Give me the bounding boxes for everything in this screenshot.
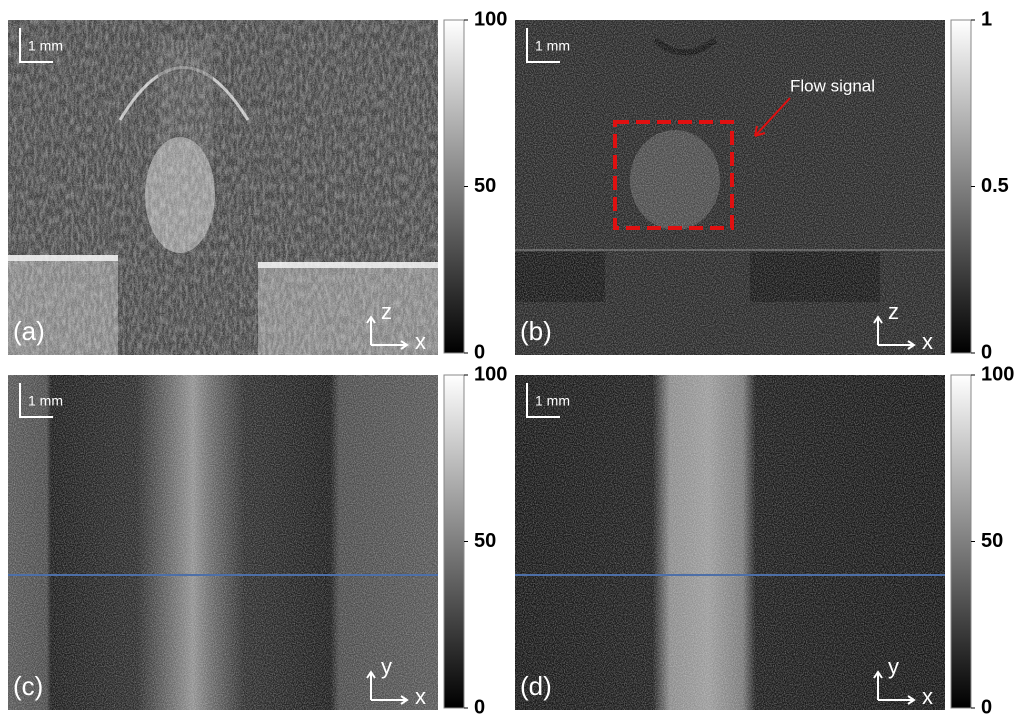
- panel: 1 mm (b) zx 0 0.5 1: [515, 8, 1009, 363]
- panel: 1 mm (c) yx 0 50 100: [8, 363, 507, 715]
- colorbar-tick-label: 50: [981, 530, 1003, 552]
- colorbar-tick-label: 0.5: [981, 175, 1009, 197]
- colorbar: [443, 19, 465, 354]
- scale-bar-label: 1 mm: [535, 38, 570, 54]
- colorbar-tick-label: 0: [474, 696, 485, 715]
- axis-label-vertical: y: [888, 654, 899, 679]
- scale-bar-label: 1 mm: [28, 393, 63, 409]
- axis-arrows: [873, 670, 916, 705]
- speckle: [8, 375, 438, 710]
- panel: 1 mm (d) yx 0 50 100: [515, 363, 1014, 715]
- colorbar-tick-label: 100: [474, 8, 507, 30]
- panel-label: (d): [520, 671, 552, 701]
- colorbar-tick-label: 1: [981, 8, 992, 30]
- panel-label: (a): [13, 316, 45, 346]
- panel-label: (b): [520, 316, 552, 346]
- axis-label-horizontal: x: [922, 684, 933, 709]
- axis-label-vertical: z: [888, 299, 899, 324]
- axis-label-vertical: y: [381, 654, 392, 679]
- flow-box: [613, 120, 734, 230]
- scale-bar: [526, 383, 560, 418]
- speckle: [515, 20, 945, 355]
- panel-label: (c): [13, 671, 43, 701]
- axis-label-horizontal: x: [922, 329, 933, 354]
- axis-arrows: [873, 315, 916, 350]
- colorbar-tick-label: 0: [981, 696, 992, 715]
- flow-annotation: Flow signal: [790, 76, 875, 95]
- colorbar-tick-label: 50: [474, 175, 496, 197]
- axis-arrows: [366, 670, 409, 705]
- scale-bar-label: 1 mm: [535, 393, 570, 409]
- scale-bar: [19, 28, 53, 63]
- colorbar-tick-label: 50: [474, 530, 496, 552]
- speckle: [515, 375, 945, 710]
- colorbar-tick-label: 0: [981, 341, 992, 363]
- scale-bar-label: 1 mm: [28, 38, 63, 54]
- axis-arrows: [366, 315, 409, 350]
- axis-label-horizontal: x: [415, 329, 426, 354]
- colorbar: [443, 374, 465, 709]
- axis-label-vertical: z: [381, 299, 392, 324]
- scale-bar: [526, 28, 560, 63]
- panel: 1 mm (a) zx 0 50 100: [8, 8, 507, 363]
- flow-arrow: [754, 97, 791, 137]
- colorbar-tick-label: 100: [981, 363, 1014, 385]
- speckle: [8, 20, 438, 355]
- colorbar: [950, 374, 972, 709]
- colorbar-tick-label: 100: [474, 363, 507, 385]
- axis-label-horizontal: x: [415, 684, 426, 709]
- scale-bar: [19, 383, 53, 418]
- colorbar-tick-label: 0: [474, 341, 485, 363]
- colorbar: [950, 19, 972, 354]
